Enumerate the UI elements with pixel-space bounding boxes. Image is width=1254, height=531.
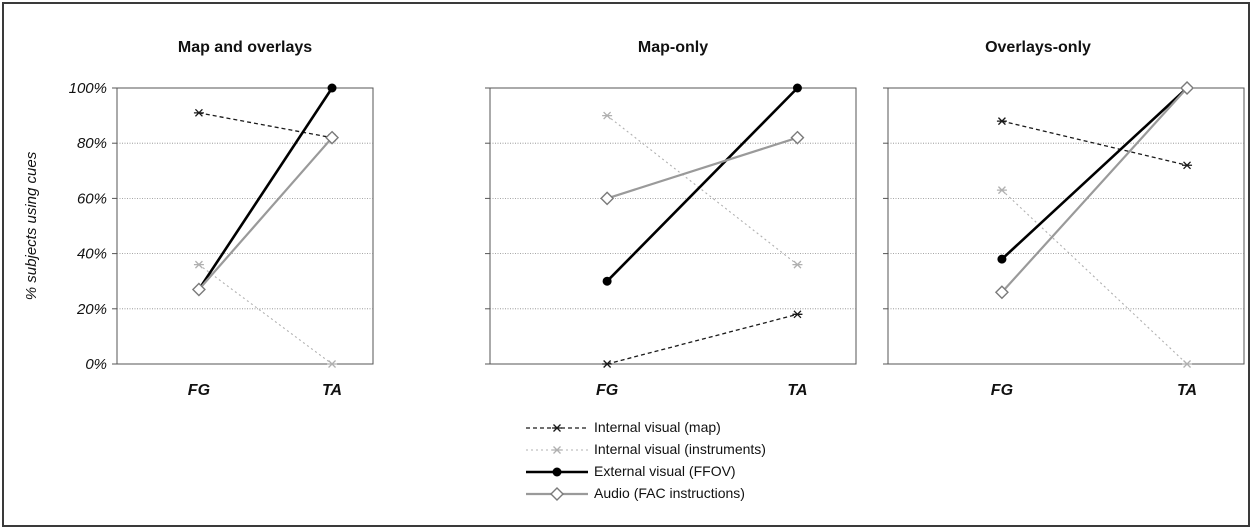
legend-item-instruments: Internal visual (instruments) (522, 440, 882, 460)
series-instruments (602, 111, 803, 269)
series-instruments (193, 260, 338, 368)
chart-title: Map-only (638, 39, 708, 56)
x-tick-label: TA (787, 382, 807, 399)
y-tick-label: 40% (77, 246, 107, 263)
data-point (327, 83, 337, 93)
chart-title: Map and overlays (178, 39, 312, 56)
series-line (197, 87, 334, 291)
data-point (996, 186, 1007, 195)
data-point (997, 254, 1007, 264)
legend-item-audio: Audio (FAC instructions) (522, 484, 882, 504)
y-tick-label: 0% (85, 356, 107, 373)
chart-panel-3: FG TA Overlays-only (883, 39, 1245, 399)
data-point (602, 360, 613, 368)
plot-area (887, 87, 1245, 365)
series-ffov (602, 83, 802, 286)
series-line (1001, 87, 1188, 261)
legend-label-instruments: Internal visual (instruments) (594, 441, 766, 457)
legend-label-ffov: External visual (FFOV) (594, 463, 736, 479)
y-tick-label: 20% (76, 301, 107, 318)
legend-swatch-ffov (526, 467, 588, 477)
series-audio (600, 130, 805, 206)
plot-area (116, 87, 374, 365)
data-point (193, 260, 204, 269)
x-tick-label: FG (596, 382, 618, 399)
legend-label-audio: Audio (FAC instructions) (594, 485, 745, 501)
legend-marker (550, 487, 564, 501)
series-audio (994, 81, 1195, 300)
data-point (1180, 81, 1195, 95)
chart-legend: Internal visual (map) Internal visual (i… (522, 418, 882, 528)
data-point (792, 83, 802, 93)
legend-marker (552, 467, 562, 477)
data-point (996, 117, 1007, 126)
data-point (790, 130, 805, 145)
data-point (191, 282, 206, 297)
series-line (198, 112, 333, 139)
series-line (606, 313, 798, 365)
y-tick-label: 80% (77, 135, 107, 152)
legend-item-map: Internal visual (map) (522, 418, 882, 438)
series-line (606, 136, 798, 200)
data-point (600, 191, 615, 206)
legend-swatch-map (526, 424, 588, 432)
y-axis-label: % subjects using cues (23, 151, 40, 300)
y-tick-label: 100% (69, 80, 107, 97)
series-line (1001, 189, 1188, 365)
legend-marker (552, 424, 562, 432)
legend-marker (552, 446, 562, 454)
data-point (325, 130, 340, 145)
series-line (198, 136, 333, 291)
x-tick-label: TA (1177, 382, 1197, 399)
legend-swatch-instruments (526, 446, 588, 454)
legend-swatch-audio (526, 487, 588, 501)
data-point (994, 285, 1009, 300)
y-tick-label: 60% (77, 190, 107, 207)
x-tick-label: TA (322, 382, 342, 399)
series-line (606, 87, 799, 283)
data-point (792, 260, 803, 269)
chart-panel-1: 0% 20% 40% 60% 80% 100% FG TA Map and overlays % … (23, 39, 374, 399)
data-point (602, 111, 613, 120)
data-point (602, 276, 612, 286)
series-line (1001, 120, 1188, 166)
data-point (792, 310, 803, 319)
x-tick-label: FG (991, 382, 1013, 399)
series-map (602, 310, 803, 368)
chart-panel-2: FG TA Map-only (485, 39, 857, 399)
legend-item-ffov: External visual (FFOV) (522, 462, 882, 482)
plot-area (489, 87, 857, 365)
x-tick-label: FG (188, 382, 210, 399)
series-instruments (996, 186, 1193, 368)
series-line (1001, 87, 1188, 293)
series-line (606, 115, 798, 266)
chart-title: Overlays-only (985, 39, 1091, 56)
data-point (1182, 161, 1193, 170)
legend-label-map: Internal visual (map) (594, 419, 721, 435)
series-map (996, 117, 1193, 170)
data-point (1182, 360, 1193, 368)
series-audio (191, 130, 340, 297)
data-point (327, 360, 338, 368)
data-point (193, 108, 204, 117)
